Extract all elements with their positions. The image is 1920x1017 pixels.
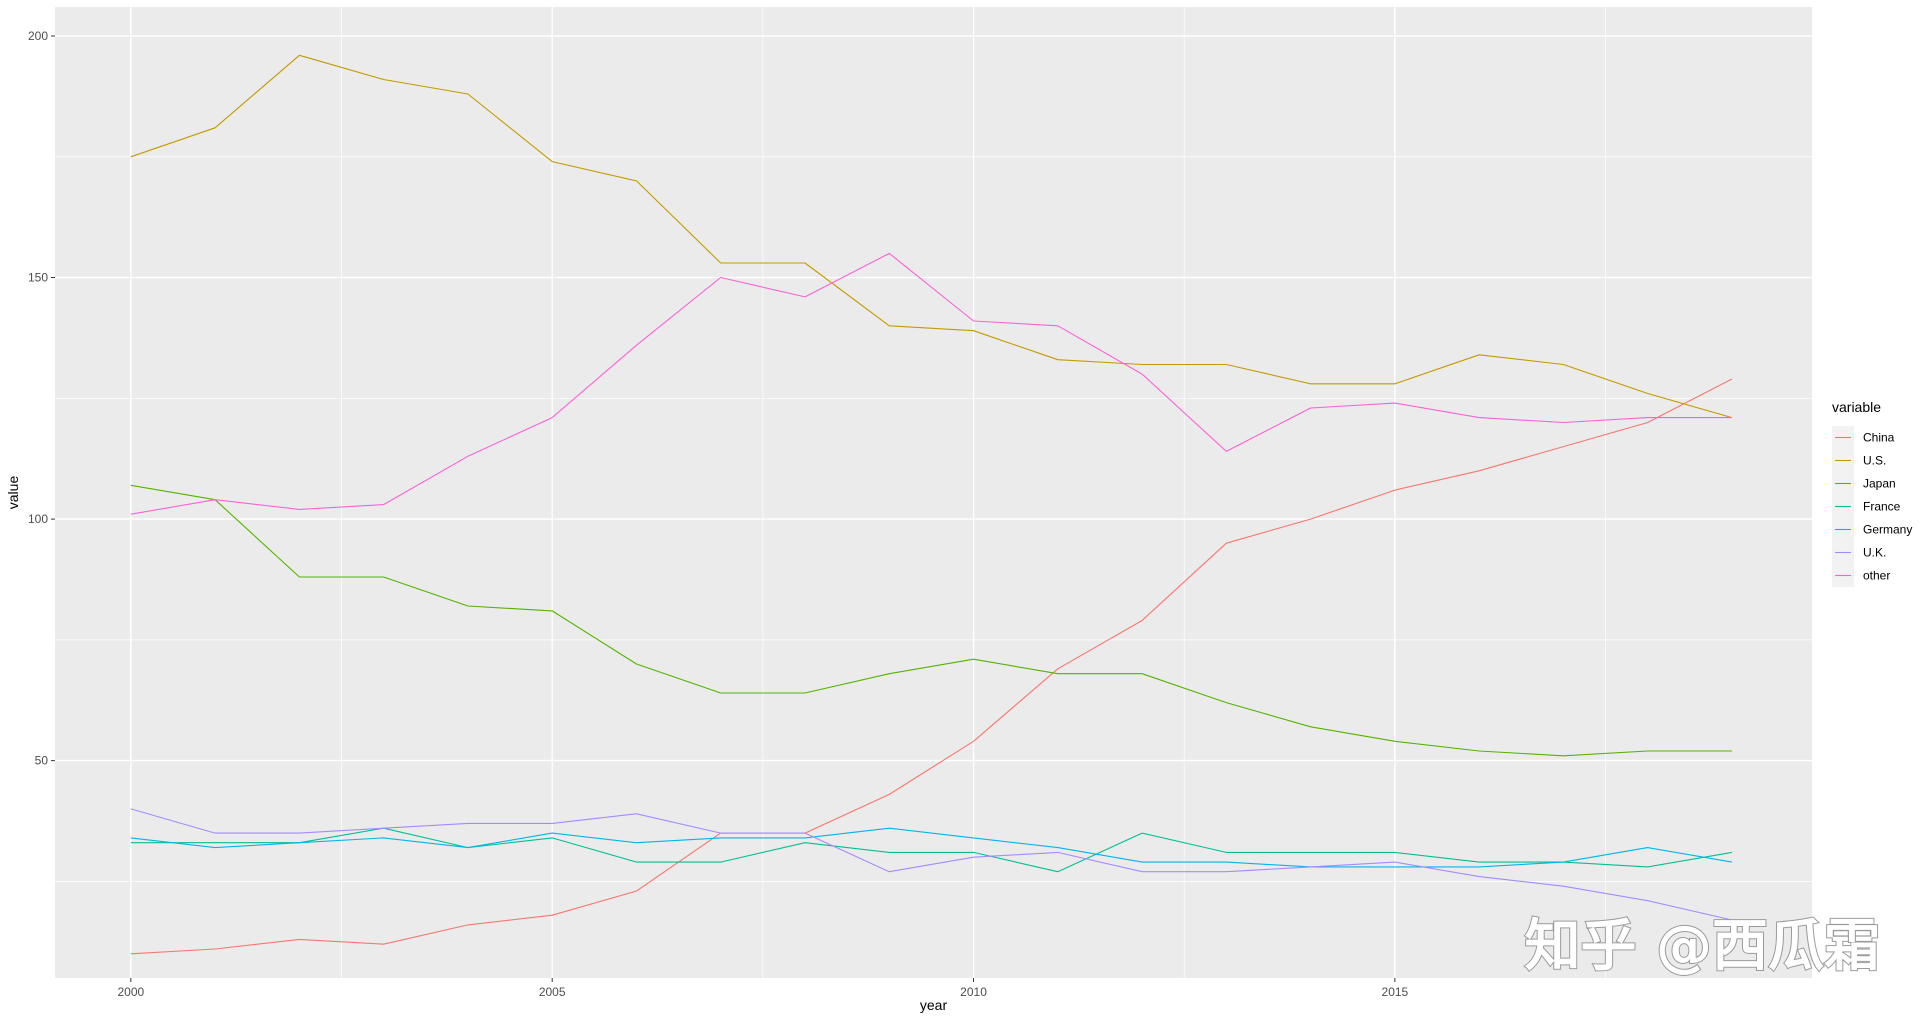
- legend-label-japan: Japan: [1863, 477, 1896, 491]
- legend-label-germany: Germany: [1863, 523, 1912, 537]
- series-line-japan: [130, 484, 1732, 757]
- x-axis: 2000 2005 2010 2015: [117, 978, 1409, 999]
- y-tick-label: 50: [35, 754, 49, 768]
- y-tick-label: 150: [28, 271, 48, 285]
- legend-label-u-k: U.K.: [1863, 546, 1886, 560]
- series-line-u-s: [130, 54, 1733, 419]
- x-tick-label: 2000: [117, 985, 144, 999]
- legend-title: variable: [1832, 399, 1881, 415]
- legend-label-china: China: [1863, 431, 1895, 445]
- major-gridlines: [55, 7, 1812, 978]
- series-lines: [130, 54, 1733, 955]
- y-axis-title: value: [5, 476, 21, 510]
- minor-gridlines: [55, 7, 1812, 978]
- series-line-other: [130, 252, 1732, 515]
- series-line-france: [130, 827, 1732, 873]
- series-line-germany: [130, 827, 1732, 868]
- watermark-text: 知乎 @西瓜霜: [1525, 914, 1881, 979]
- x-tick-label: 2015: [1382, 985, 1409, 999]
- y-tick-label: 100: [28, 512, 48, 526]
- series-line-u-k: [130, 808, 1733, 921]
- x-tick-label: 2005: [539, 985, 566, 999]
- legend-label-france: France: [1863, 500, 1901, 514]
- x-tick-label: 2010: [960, 985, 987, 999]
- plot-panel: [55, 7, 1812, 978]
- y-axis: 50 100 150 200: [28, 29, 55, 768]
- y-tick-label: 200: [28, 29, 48, 43]
- legend-label-u-s: U.S.: [1863, 454, 1886, 468]
- x-axis-title: year: [920, 997, 948, 1013]
- legend-label-other: other: [1863, 569, 1890, 583]
- legend: variable China U.S. Japan France Germany U.K.…: [1832, 399, 1912, 587]
- series-line-china: [130, 378, 1733, 955]
